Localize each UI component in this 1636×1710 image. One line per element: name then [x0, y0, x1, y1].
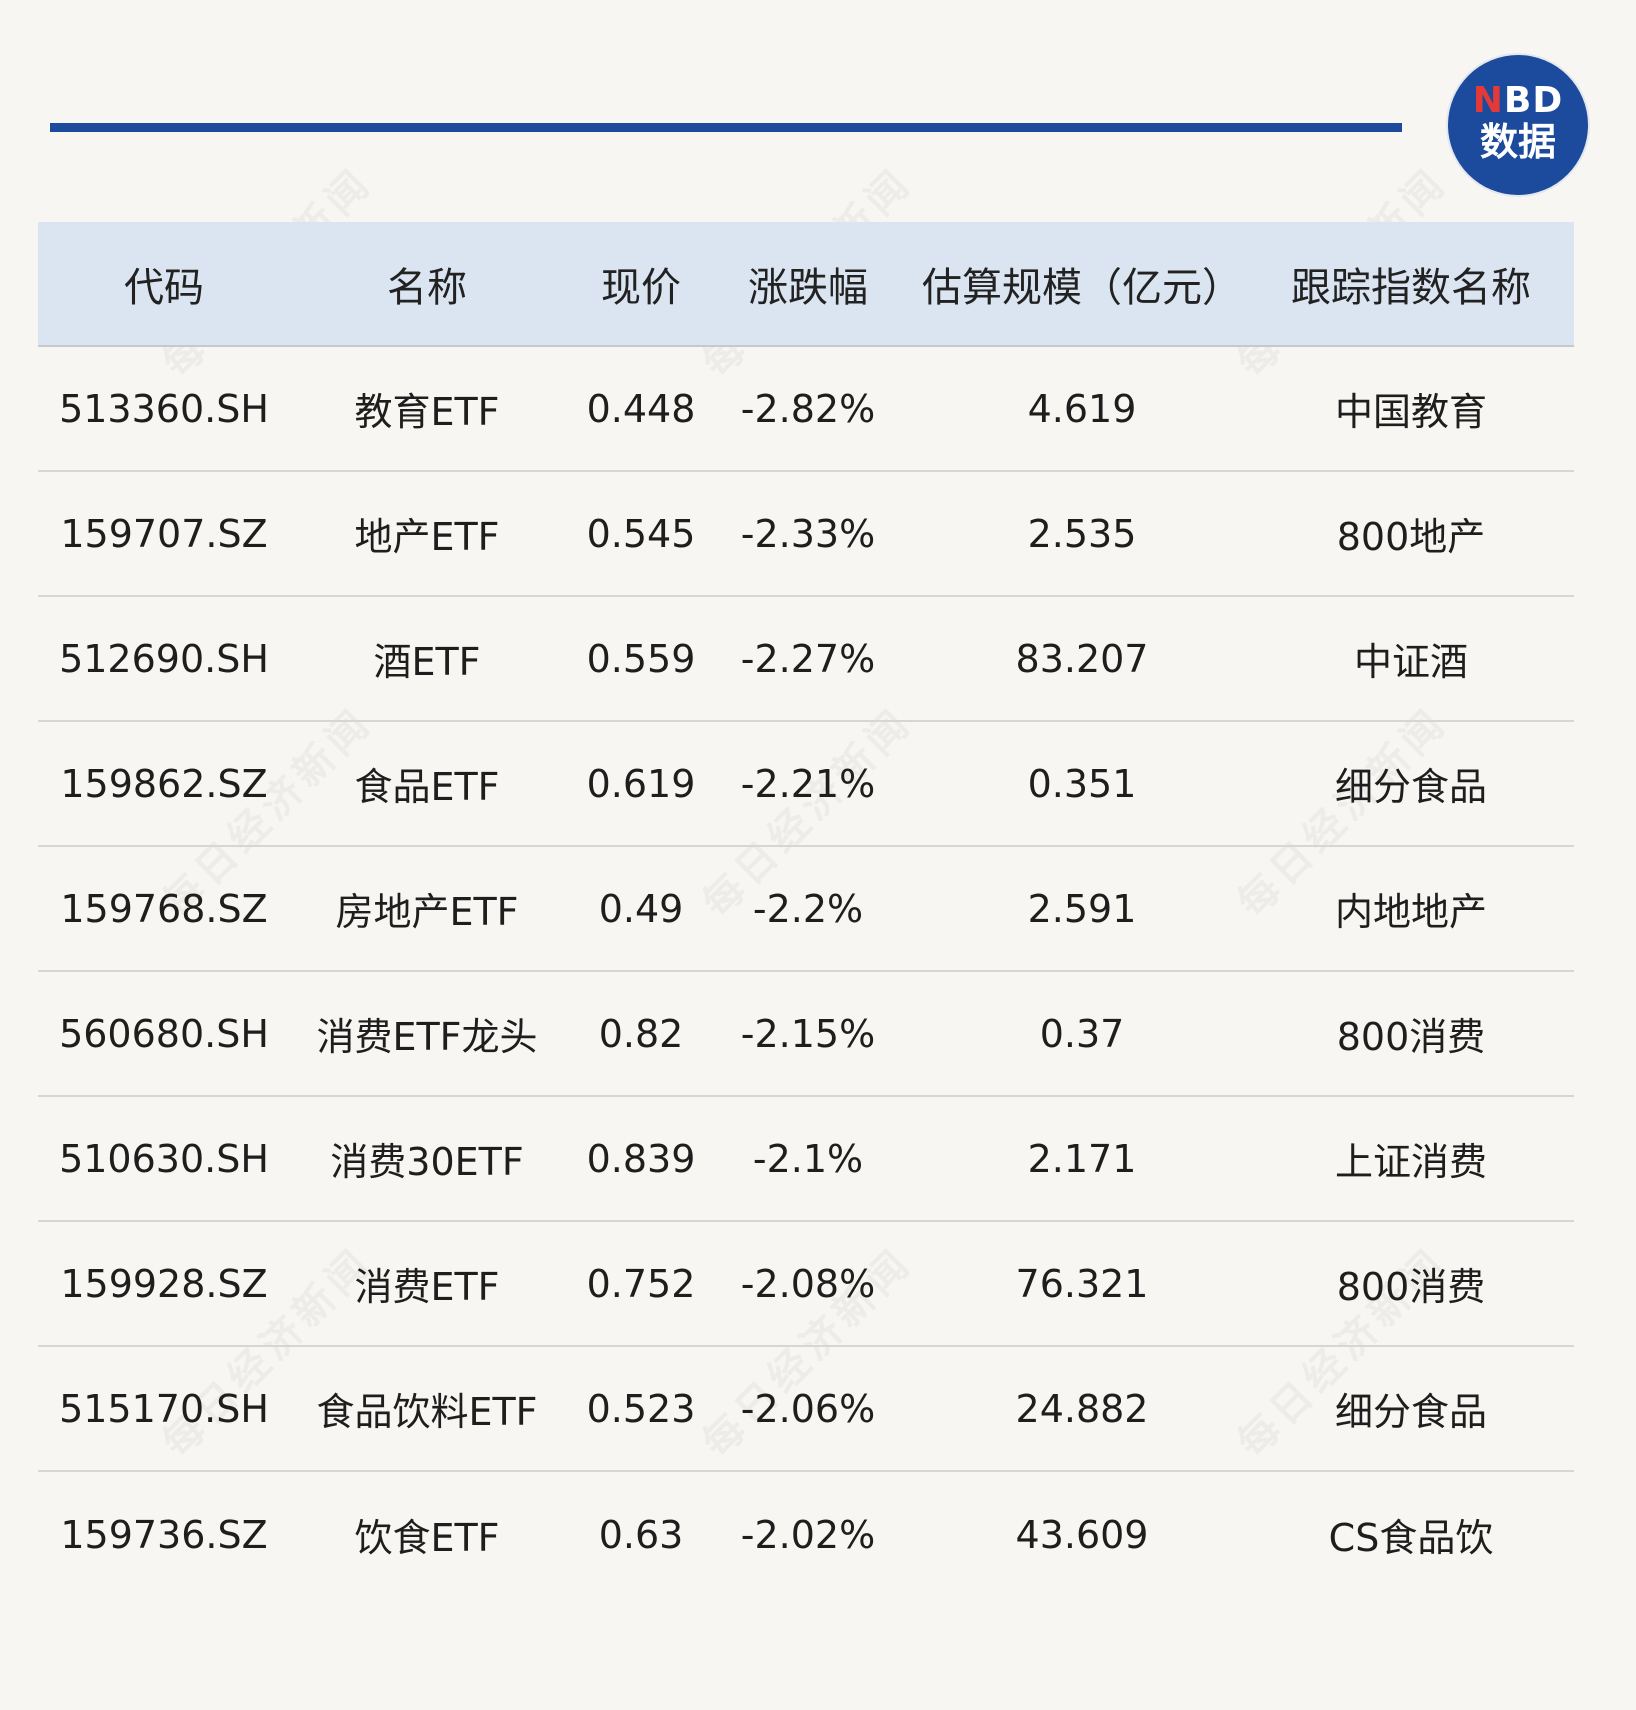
index-cell: CS食品饮	[1328, 1516, 1494, 1560]
table-row: 159736.SZ 饮食ETF 0.63 -2.02% 43.609 CS食品饮	[38, 1472, 1574, 1597]
table-row: 513360.SH 教育ETF 0.448 -2.82% 4.619 中国教育	[38, 347, 1574, 472]
etf-table: 代码 名称 现价 涨跌幅 估算规模（亿元） 跟踪指数名称 513360.SH 教育…	[38, 222, 1574, 1597]
header-code: 代码	[124, 264, 204, 311]
header-scale: 估算规模（亿元）	[922, 264, 1242, 311]
price-cell: 0.752	[586, 1261, 696, 1306]
scale-cell: 0.37	[1039, 1011, 1125, 1056]
code-cell: 512690.SH	[59, 636, 269, 681]
table-header: 代码 名称 现价 涨跌幅 估算规模（亿元） 跟踪指数名称	[38, 222, 1574, 347]
change-cell: -2.21%	[740, 761, 876, 806]
price-cell: 0.619	[586, 761, 696, 806]
table-body: 513360.SH 教育ETF 0.448 -2.82% 4.619 中国教育 159707…	[38, 347, 1574, 1597]
header-change: 涨跌幅	[748, 264, 868, 311]
scale-cell: 4.619	[1027, 386, 1137, 431]
index-cell: 上证消费	[1334, 1140, 1488, 1184]
logo-letter-n: N	[1472, 80, 1504, 121]
logo-letters-bd: BD	[1503, 80, 1564, 121]
price-cell: 0.559	[586, 636, 696, 681]
table-row: 510630.SH 消费30ETF 0.839 -2.1% 2.171 上证消费	[38, 1097, 1574, 1222]
name-cell: 消费ETF龙头	[316, 1015, 538, 1059]
name-cell: 消费ETF	[354, 1265, 500, 1309]
table-row: 159768.SZ 房地产ETF 0.49 -2.2% 2.591 内地地产	[38, 847, 1574, 972]
change-cell: -2.02%	[740, 1512, 876, 1557]
price-cell: 0.448	[586, 386, 696, 431]
table-row: 159928.SZ 消费ETF 0.752 -2.08% 76.321 800消费	[38, 1222, 1574, 1347]
index-cell: 800地产	[1336, 515, 1486, 559]
change-cell: -2.33%	[740, 511, 876, 556]
price-cell: 0.523	[586, 1386, 696, 1431]
change-cell: -2.2%	[752, 886, 864, 931]
price-cell: 0.545	[586, 511, 696, 556]
code-cell: 510630.SH	[59, 1136, 269, 1181]
code-cell: 159928.SZ	[60, 1261, 268, 1306]
code-cell: 560680.SH	[59, 1011, 269, 1056]
index-cell: 内地地产	[1334, 890, 1488, 934]
table-row: 515170.SH 食品饮料ETF 0.523 -2.06% 24.882 细分食品	[38, 1347, 1574, 1472]
table-row: 512690.SH 酒ETF 0.559 -2.27% 83.207 中证酒	[38, 597, 1574, 722]
code-cell: 159768.SZ	[60, 886, 268, 931]
header-name: 名称	[387, 264, 467, 311]
table-row: 560680.SH 消费ETF龙头 0.82 -2.15% 0.37 800消费	[38, 972, 1574, 1097]
scale-cell: 83.207	[1015, 636, 1149, 681]
index-cell: 800消费	[1336, 1265, 1486, 1309]
price-cell: 0.63	[598, 1512, 684, 1557]
code-cell: 513360.SH	[59, 386, 269, 431]
name-cell: 食品ETF	[354, 765, 500, 809]
name-cell: 消费30ETF	[330, 1140, 524, 1184]
index-cell: 中国教育	[1334, 390, 1488, 434]
code-cell: 159736.SZ	[60, 1512, 268, 1557]
change-cell: -2.08%	[740, 1261, 876, 1306]
name-cell: 酒ETF	[373, 640, 481, 684]
code-cell: 159862.SZ	[60, 761, 268, 806]
change-cell: -2.15%	[740, 1011, 876, 1056]
price-cell: 0.839	[586, 1136, 696, 1181]
name-cell: 地产ETF	[354, 515, 500, 559]
price-cell: 0.82	[598, 1011, 684, 1056]
scale-cell: 0.351	[1027, 761, 1137, 806]
name-cell: 饮食ETF	[354, 1516, 500, 1560]
change-cell: -2.1%	[752, 1136, 864, 1181]
table-row: 159862.SZ 食品ETF 0.619 -2.21% 0.351 细分食品	[38, 722, 1574, 847]
code-cell: 515170.SH	[59, 1386, 269, 1431]
logo-chinese-text: 数据	[1479, 120, 1556, 164]
code-cell: 159707.SZ	[60, 511, 268, 556]
header-price: 现价	[601, 264, 681, 311]
index-cell: 中证酒	[1353, 640, 1469, 684]
nbd-data-logo: NBD 数据	[1448, 55, 1588, 195]
change-cell: -2.06%	[740, 1386, 876, 1431]
scale-cell: 43.609	[1015, 1512, 1149, 1557]
change-cell: -2.82%	[740, 386, 876, 431]
change-cell: -2.27%	[740, 636, 876, 681]
name-cell: 教育ETF	[354, 390, 500, 434]
index-cell: 细分食品	[1334, 765, 1488, 809]
scale-cell: 2.535	[1027, 511, 1137, 556]
price-cell: 0.49	[598, 886, 684, 931]
index-cell: 800消费	[1336, 1015, 1486, 1059]
scale-cell: 2.171	[1027, 1136, 1137, 1181]
header-index: 跟踪指数名称	[1291, 264, 1531, 311]
scale-cell: 76.321	[1015, 1261, 1149, 1306]
scale-cell: 2.591	[1027, 886, 1137, 931]
scale-cell: 24.882	[1015, 1386, 1149, 1431]
index-cell: 细分食品	[1334, 1390, 1488, 1434]
name-cell: 房地产ETF	[335, 890, 519, 934]
name-cell: 食品饮料ETF	[316, 1390, 538, 1434]
table-row: 159707.SZ 地产ETF 0.545 -2.33% 2.535 800地产	[38, 472, 1574, 597]
top-accent-rule	[50, 123, 1402, 132]
logo-latin-text: NBD	[1448, 83, 1588, 119]
